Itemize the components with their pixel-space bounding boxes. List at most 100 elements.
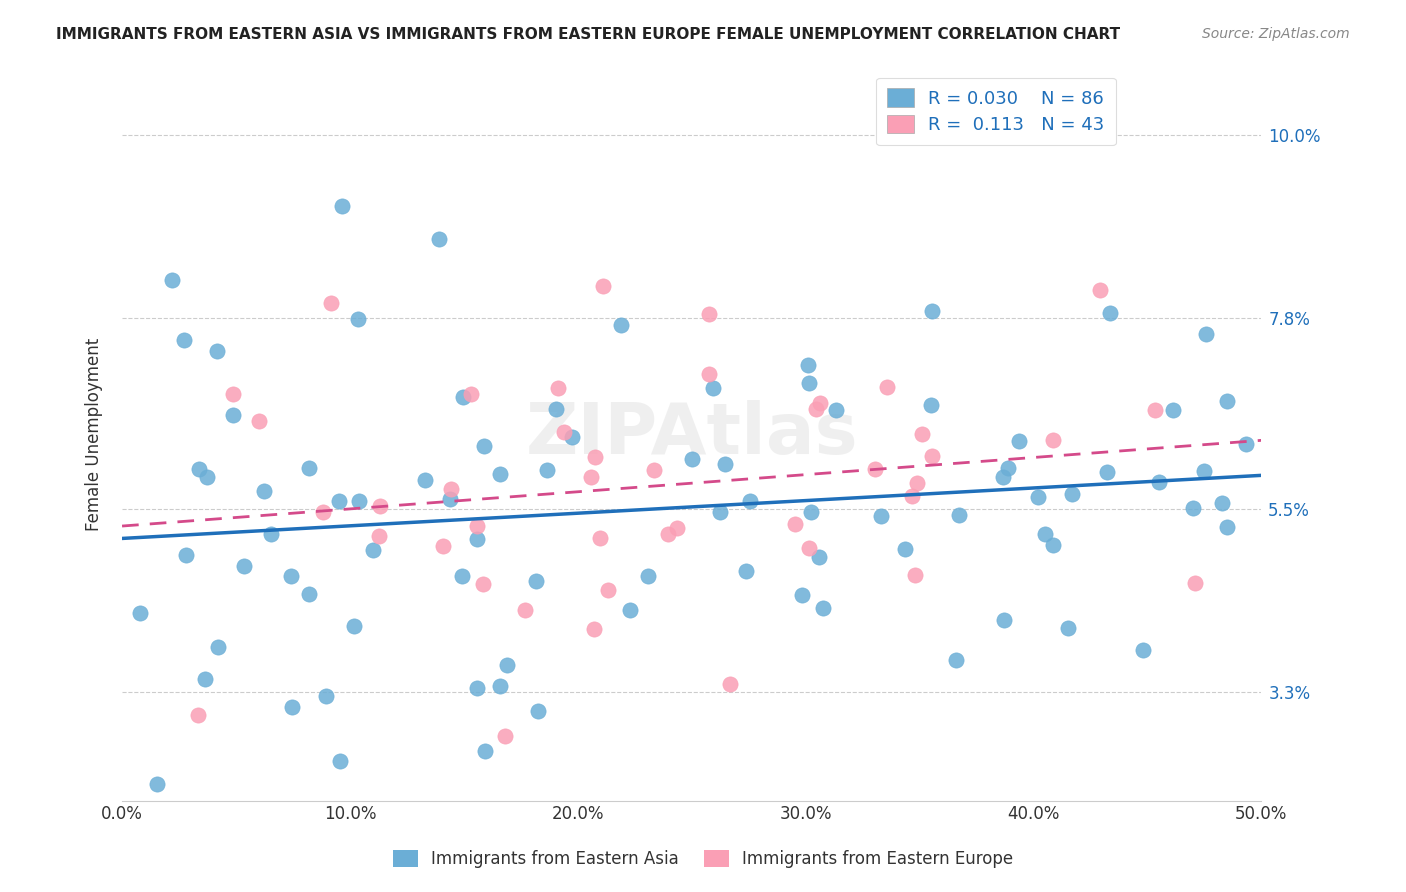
Point [440,482,463,496]
Point [797,376,820,390]
Point [319,295,342,310]
Point [544,402,567,417]
Point [1216,520,1239,534]
Point [472,577,495,591]
Point [894,542,917,557]
Point [592,278,614,293]
Point [806,401,828,416]
Point [173,333,195,347]
Point [361,542,384,557]
Point [460,387,482,401]
Point [247,414,270,428]
Point [145,777,167,791]
Point [536,462,558,476]
Point [281,699,304,714]
Point [312,505,335,519]
Point [253,483,276,498]
Point [797,541,820,555]
Point [993,613,1015,627]
Point [1042,538,1064,552]
Point [718,677,741,691]
Point [465,681,488,695]
Point [187,708,209,723]
Point [709,505,731,519]
Point [513,603,536,617]
Point [1144,403,1167,417]
Point [232,559,254,574]
Point [329,754,352,768]
Point [697,307,720,321]
Point [370,500,392,514]
Point [790,588,813,602]
Point [657,527,679,541]
Point [948,508,970,522]
Point [451,390,474,404]
Point [489,679,512,693]
Point [702,381,724,395]
Point [1147,475,1170,489]
Point [911,426,934,441]
Point [681,451,703,466]
Point [993,470,1015,484]
Point [347,493,370,508]
Point [921,304,943,318]
Point [465,518,488,533]
Point [1161,403,1184,417]
Point [1182,500,1205,515]
Point [1026,490,1049,504]
Point [205,344,228,359]
Point [260,526,283,541]
Point [1211,495,1233,509]
Point [298,587,321,601]
Point [945,653,967,667]
Point [561,430,583,444]
Point [413,473,436,487]
Point [921,449,943,463]
Point [907,476,929,491]
Point [807,549,830,564]
Point [863,462,886,476]
Point [280,569,302,583]
Point [800,505,823,519]
Point [474,744,496,758]
Point [368,528,391,542]
Point [1216,393,1239,408]
Point [1008,434,1031,449]
Point [697,367,720,381]
Point [589,531,612,545]
Point [808,396,831,410]
Point [901,489,924,503]
Point [1195,327,1218,342]
Point [1192,464,1215,478]
Point [825,403,848,417]
Point [195,470,218,484]
Point [298,461,321,475]
Point [451,569,474,583]
Point [439,492,461,507]
Point [714,457,737,471]
Text: ZIPAtlas: ZIPAtlas [526,401,858,469]
Point [920,398,942,412]
Point [489,467,512,482]
Point [128,606,150,620]
Y-axis label: Female Unemployment: Female Unemployment [86,338,103,532]
Point [904,568,927,582]
Point [583,622,606,636]
Point [1062,487,1084,501]
Point [1236,437,1258,451]
Point [330,199,353,213]
Point [328,494,350,508]
Point [547,381,569,395]
Point [1184,575,1206,590]
Point [637,568,659,582]
Point [346,312,368,326]
Point [1132,643,1154,657]
Point [465,532,488,546]
Point [1042,433,1064,447]
Point [472,439,495,453]
Point [876,379,898,393]
Point [429,231,451,245]
Point [432,539,454,553]
Point [665,521,688,535]
Point [188,462,211,476]
